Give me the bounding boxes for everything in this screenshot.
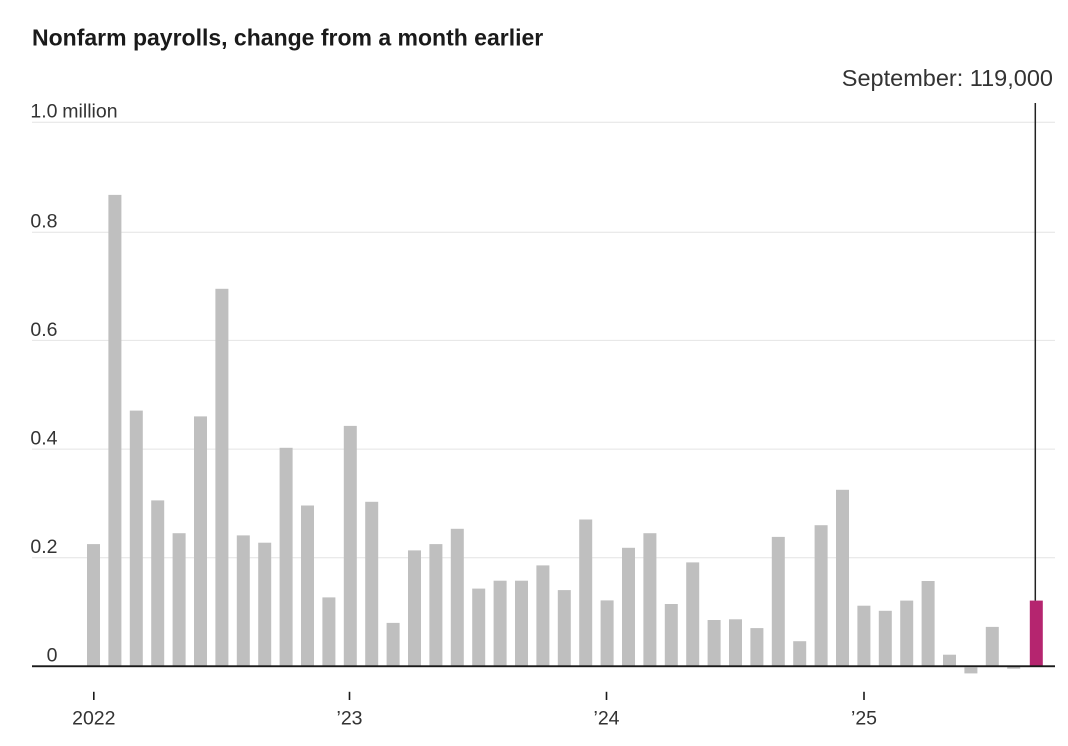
svg-text:0.8: 0.8 xyxy=(30,211,57,233)
svg-text:million: million xyxy=(62,101,117,123)
svg-text:0: 0 xyxy=(47,644,58,666)
svg-text:1.0: 1.0 xyxy=(30,101,57,123)
svg-text:September: 119,000: September: 119,000 xyxy=(842,65,1053,91)
svg-text:Nonfarm payrolls, change from: Nonfarm payrolls, change from a month ea… xyxy=(32,25,543,51)
svg-text:’25: ’25 xyxy=(851,708,877,730)
svg-text:0.4: 0.4 xyxy=(30,427,57,449)
svg-text:2022: 2022 xyxy=(72,708,115,730)
svg-text:0.6: 0.6 xyxy=(30,319,57,341)
svg-text:0.2: 0.2 xyxy=(30,536,57,558)
svg-text:’24: ’24 xyxy=(593,708,619,730)
svg-text:’23: ’23 xyxy=(336,708,362,730)
